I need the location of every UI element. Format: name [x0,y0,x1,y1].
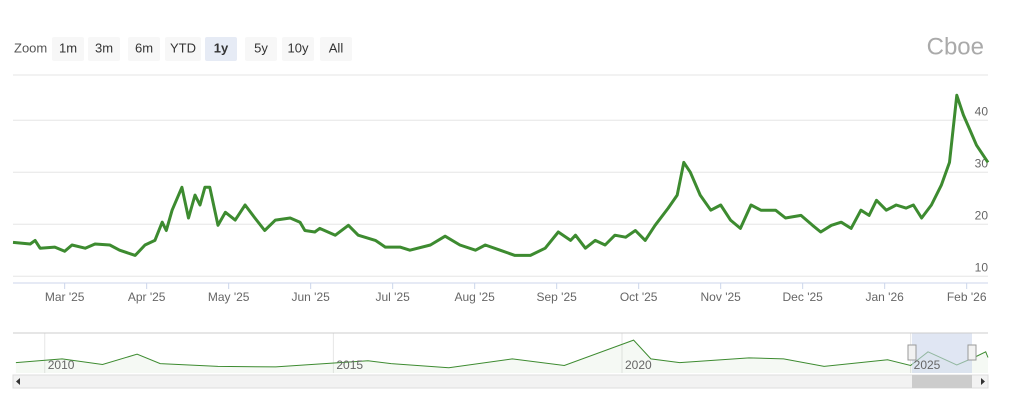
zoom-button-label[interactable]: 3m [95,40,113,55]
zoom-button-label[interactable]: 10y [288,40,309,55]
zoom-button[interactable] [165,37,201,61]
navigator-area [15,340,988,373]
y-tick-label: 40 [975,104,989,118]
zoom-button[interactable] [320,37,352,61]
y-tick-label: 10 [975,260,989,274]
zoom-button[interactable] [52,37,84,61]
zoom-button[interactable] [128,37,160,61]
series-line [12,93,990,257]
zoom-button[interactable] [88,37,120,61]
zoom-button-label[interactable]: 1y [214,40,229,55]
navigator-handle[interactable] [967,344,977,361]
x-tick-label: 2025 [914,358,941,372]
scrollbar[interactable] [12,374,989,389]
x-tick-label: Sep '25 [537,290,578,304]
x-tick-label: 2010 [48,358,75,372]
zoom-button-label[interactable]: 6m [135,40,153,55]
zoom-label: Zoom [14,40,47,55]
x-tick-label: Nov '25 [701,290,742,304]
x-tick-label: Feb '26 [947,290,987,304]
x-tick-label: 2020 [625,358,652,372]
zoom-button-label[interactable]: 5y [254,40,268,55]
x-tick-label: Mar '25 [45,290,85,304]
zoom-button-label[interactable]: 1m [59,40,77,55]
zoom-button[interactable] [205,37,237,61]
logo: Cboe [927,33,984,60]
x-tick-label: 2015 [336,358,363,372]
navigator-mask[interactable] [912,333,972,373]
x-tick-label: Aug '25 [455,290,496,304]
x-tick-label: Oct '25 [620,290,658,304]
zoom-button-label[interactable]: All [329,40,344,55]
zoom-button[interactable] [282,37,314,61]
x-tick-label: Jun '25 [292,290,331,304]
x-tick-label: Apr '25 [128,290,166,304]
zoom-button[interactable] [245,37,277,61]
y-tick-label: 20 [975,208,989,222]
x-tick-label: Jan '26 [866,290,905,304]
x-tick-label: Jul '25 [376,290,411,304]
scrollbar-thumb[interactable] [912,375,972,388]
x-tick-label: Dec '25 [783,290,824,304]
x-tick-label: May '25 [208,290,250,304]
navigator-handle[interactable] [907,344,917,361]
zoom-button-label[interactable]: YTD [170,40,196,55]
